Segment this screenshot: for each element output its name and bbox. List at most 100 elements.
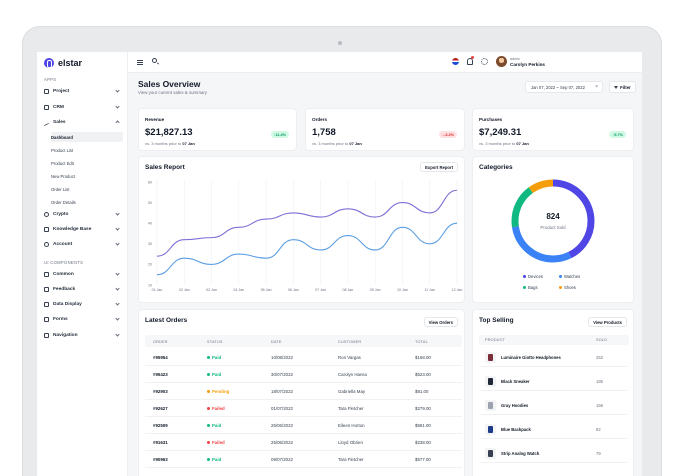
table-row[interactable]: #91631 Failed 25/06/2022 Lloyd Obrien $238.0…	[145, 434, 462, 451]
product-thumbnail	[485, 376, 496, 387]
sidebar-item-common[interactable]: Common	[42, 269, 123, 279]
product-thumbnail	[485, 352, 496, 363]
stat-card-revenue: Revenue $21,827.13 vs. 3 months prior to…	[138, 108, 297, 151]
order-total: $81.00	[415, 389, 429, 394]
table-row[interactable]: #95423 Paid 30/07/2022 Carolyn Hanso $523.00	[145, 366, 462, 383]
donut-center-value: 824	[546, 212, 560, 221]
sidebar-item-forms[interactable]: Forms	[42, 314, 123, 324]
gear-icon[interactable]	[481, 58, 488, 65]
sidebar-sub-order-list[interactable]: Order List	[51, 184, 123, 194]
sidebar-item-knowledge-base[interactable]: Knowledge Base	[42, 224, 123, 234]
legend-item: Shoes	[559, 285, 576, 290]
sidebar-item-label: Account	[53, 241, 73, 247]
stat-value: 1,758	[312, 127, 336, 138]
column-header: CUSTOMER	[338, 340, 362, 344]
status-dot	[207, 390, 210, 393]
view-products-button[interactable]: View Products	[588, 317, 627, 327]
y-tick-label: 20	[148, 263, 152, 267]
x-tick-label: 03 Jan	[206, 288, 217, 292]
order-date: 09/07/2022	[271, 457, 293, 462]
stat-change-badge: ↑ 5.7%	[609, 131, 626, 138]
order-customer: Eileen Horton	[338, 423, 365, 428]
chevron-down-icon	[115, 332, 120, 337]
status-badge: Paid	[207, 355, 221, 360]
brand[interactable]: elstar	[44, 58, 82, 68]
menu-icon[interactable]	[137, 60, 143, 65]
table-row[interactable]: #92903 Pending 18/07/2022 Gabriella May $81.…	[145, 383, 462, 400]
x-tick-label: 01 Jan	[152, 288, 163, 292]
donut-slice-watches	[511, 179, 595, 263]
export-report-button[interactable]: Export Report	[420, 162, 458, 172]
legend-dot	[559, 286, 562, 289]
order-id: #92903	[153, 389, 168, 394]
search-icon[interactable]	[152, 58, 157, 63]
user-name[interactable]: Carolyn Perkins	[510, 62, 545, 67]
stat-compare: vs. 3 months prior to 07 Jan	[479, 141, 529, 146]
sidebar-item-project[interactable]: Project	[42, 86, 123, 96]
sidebar-item-navigation[interactable]: Navigation	[42, 330, 123, 340]
chevron-up-icon	[115, 120, 120, 125]
sidebar-sub-product-list[interactable]: Product List	[51, 145, 123, 155]
view-orders-button[interactable]: View Orders	[423, 317, 458, 327]
sidebar-item-sales[interactable]: Sales	[42, 117, 123, 127]
sidebar-item-crm[interactable]: CRM	[42, 102, 123, 112]
product-row[interactable]: Gray Hoodies 166	[479, 396, 627, 415]
bell-icon[interactable]	[467, 58, 473, 65]
table-row[interactable]: #90963 Paid 09/07/2022 Tara Fletcher $577.00	[145, 451, 462, 468]
filter-label: Filter	[620, 84, 631, 90]
sidebar-sub-dashboard[interactable]: Dashboard	[51, 132, 123, 142]
sub-label: New Product	[51, 173, 75, 179]
column-header: ORDER	[153, 340, 168, 344]
sidebar-item-label: Navigation	[53, 332, 78, 338]
stat-value: $21,827.13	[145, 127, 193, 138]
legend-dot	[559, 275, 562, 278]
filter-button[interactable]: Filter	[609, 81, 636, 93]
page-title: Sales Overview	[138, 79, 201, 89]
status-badge: Paid	[207, 423, 221, 428]
chevron-down-icon	[115, 226, 120, 231]
order-date: 10/08/2022	[271, 355, 293, 360]
order-total: $238.00	[415, 440, 431, 445]
top-selling-card: Top Selling View Products PRODUCT SOLD L…	[472, 309, 634, 476]
date-range-picker[interactable]: Jan 07, 2022 ~ Sep 07, 2022 ×	[525, 81, 603, 93]
x-tick-label: 11 Jan	[424, 288, 435, 292]
language-flag-icon[interactable]	[452, 58, 459, 65]
table-row[interactable]: #95954 Paid 10/08/2022 Ron Vargas $168.00	[145, 349, 462, 366]
status-badge: Paid	[207, 457, 221, 462]
sidebar-item-crypto[interactable]: Crypto	[42, 209, 123, 219]
y-tick-label: 40	[148, 222, 152, 226]
x-tick-label: 05 Jan	[261, 288, 272, 292]
product-sold: 82	[596, 427, 601, 432]
sidebar-sub-order-details[interactable]: Order Details	[51, 197, 123, 207]
status-dot	[207, 373, 210, 376]
stat-compare: vs. 3 months prior to 07 Jan	[312, 141, 362, 146]
y-tick-label: 30	[148, 242, 152, 246]
sidebar-sub-new-product[interactable]: New Product	[51, 171, 123, 181]
sidebar-item-data-display[interactable]: Data Display	[42, 299, 123, 309]
product-sold: 79	[596, 451, 601, 456]
product-row[interactable]: Black Sneaker 186	[479, 372, 627, 391]
product-row[interactable]: Luminaire Giotto Headphones 252	[479, 348, 627, 367]
ui-section-label: UI COMPONENTS	[44, 260, 84, 265]
avatar[interactable]	[496, 56, 507, 67]
order-customer: Carolyn Hanso	[338, 372, 368, 377]
series-line-2	[156, 222, 458, 276]
product-row[interactable]: Blue Backpack 82	[479, 420, 627, 439]
stat-label: Orders	[312, 117, 328, 122]
donut-slice-shoes	[511, 179, 595, 263]
top-selling-title: Top Selling	[479, 317, 514, 324]
clear-icon[interactable]: ×	[595, 84, 598, 90]
table-row[interactable]: #92627 Failed 01/07/2022 Tara Fletcher $279.…	[145, 400, 462, 417]
sidebar-item-feedback[interactable]: Feedback	[42, 284, 123, 294]
x-tick-label: 07 Jan	[315, 288, 326, 292]
chevron-down-icon	[115, 88, 120, 93]
sidebar-sub-product-edit[interactable]: Product Edit	[51, 158, 123, 168]
product-name: Black Sneaker	[501, 379, 530, 384]
chevron-down-icon	[115, 211, 120, 216]
product-row[interactable]: Strip Analog Watch 79	[479, 444, 627, 463]
donut-slice-bags	[511, 179, 595, 263]
sidebar-item-account[interactable]: Account	[42, 239, 123, 249]
table-row[interactable]: #92509 Paid 25/06/2022 Eileen Horton $591.00	[145, 417, 462, 434]
legend-item: Bags	[523, 285, 538, 290]
legend-dot	[523, 286, 526, 289]
